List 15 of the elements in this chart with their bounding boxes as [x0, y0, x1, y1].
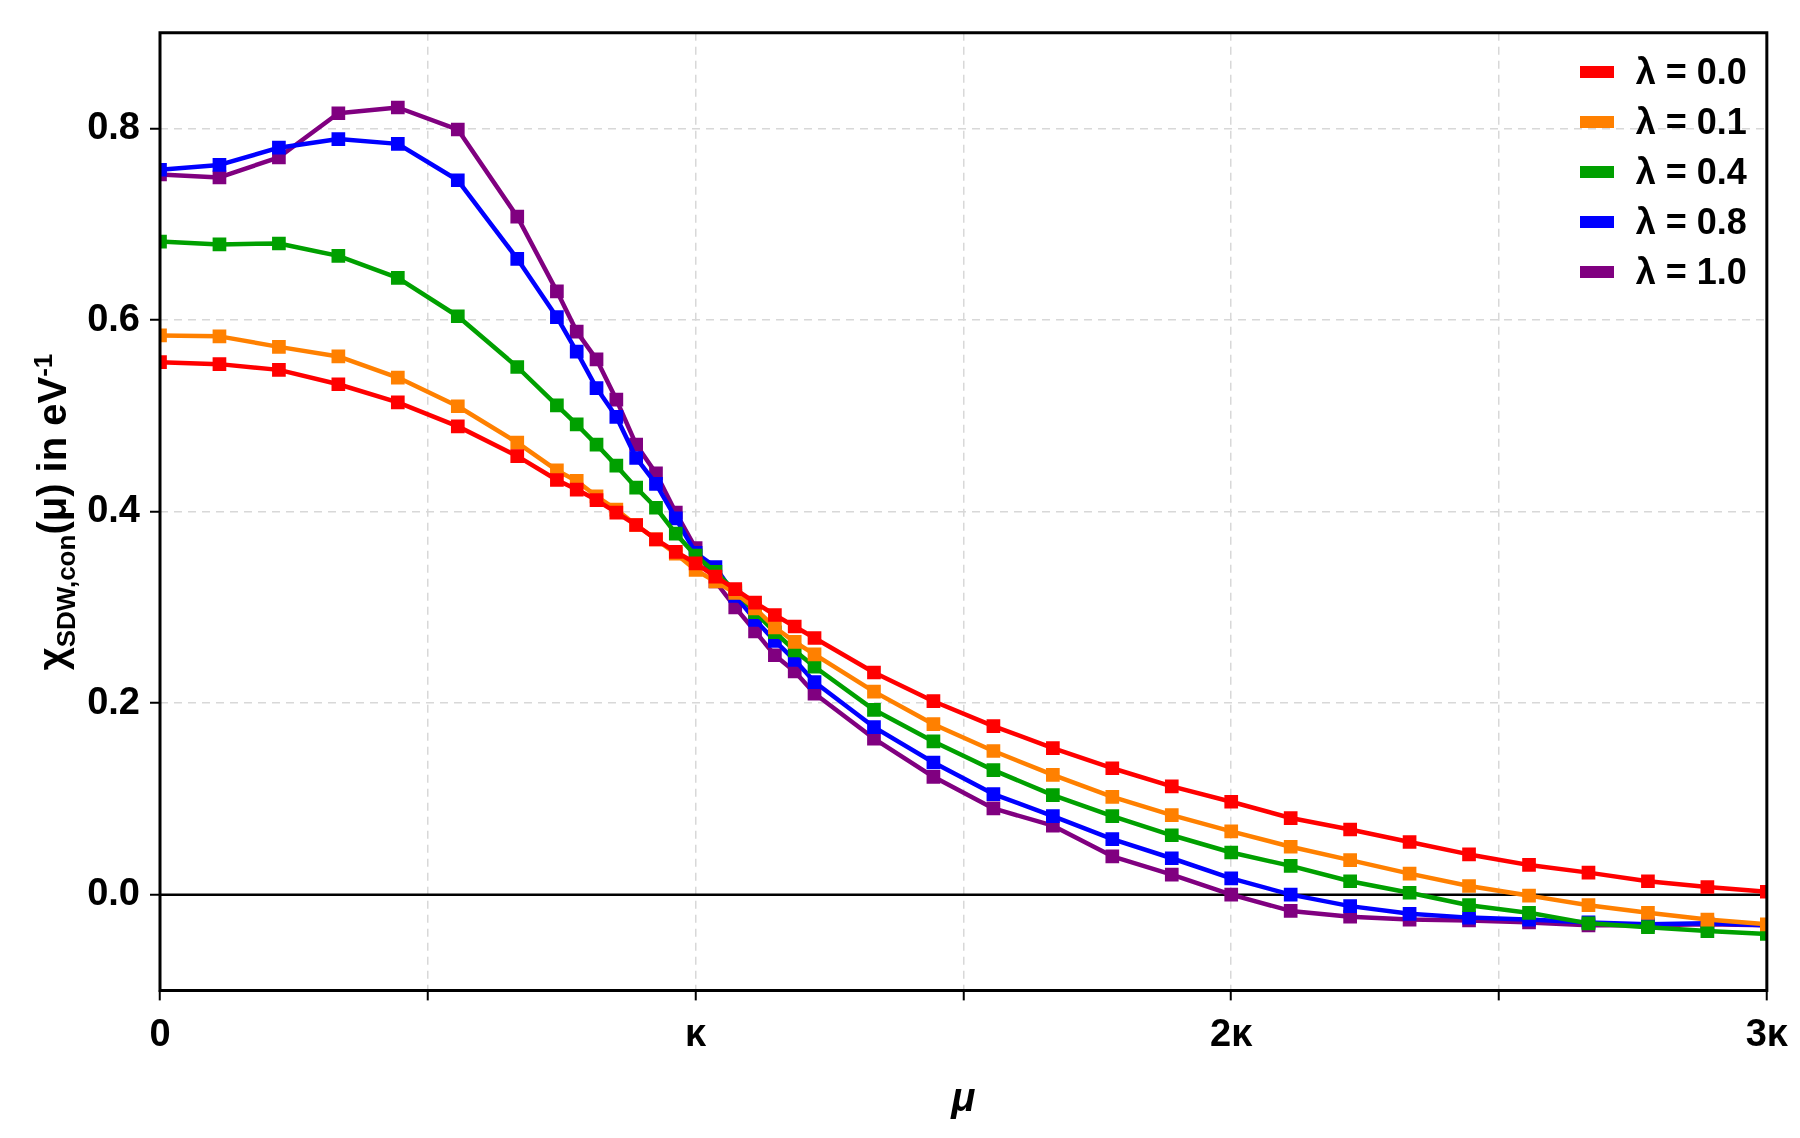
legend-label: λ = 1.0: [1635, 250, 1747, 293]
y-tick-label: 0.0: [87, 871, 140, 914]
y-tick-label: 0.2: [87, 679, 140, 722]
y-tick-label: 0.8: [87, 105, 140, 148]
x-axis-title: μ: [950, 1075, 976, 1120]
y-tick-label: 0.4: [87, 488, 140, 531]
legend-label: λ = 0.0: [1635, 50, 1747, 93]
legend-label: λ = 0.4: [1635, 150, 1747, 193]
x-tick-label: 0: [149, 1011, 171, 1054]
x-tick-label: 3κ: [1745, 1011, 1789, 1054]
x-tick-label: κ: [685, 1011, 708, 1054]
y-tick-label: 0.6: [87, 296, 140, 339]
legend-label: λ = 0.1: [1635, 100, 1747, 143]
legend-label: λ = 0.8: [1635, 200, 1747, 243]
x-tick-label: 2κ: [1210, 1011, 1254, 1054]
